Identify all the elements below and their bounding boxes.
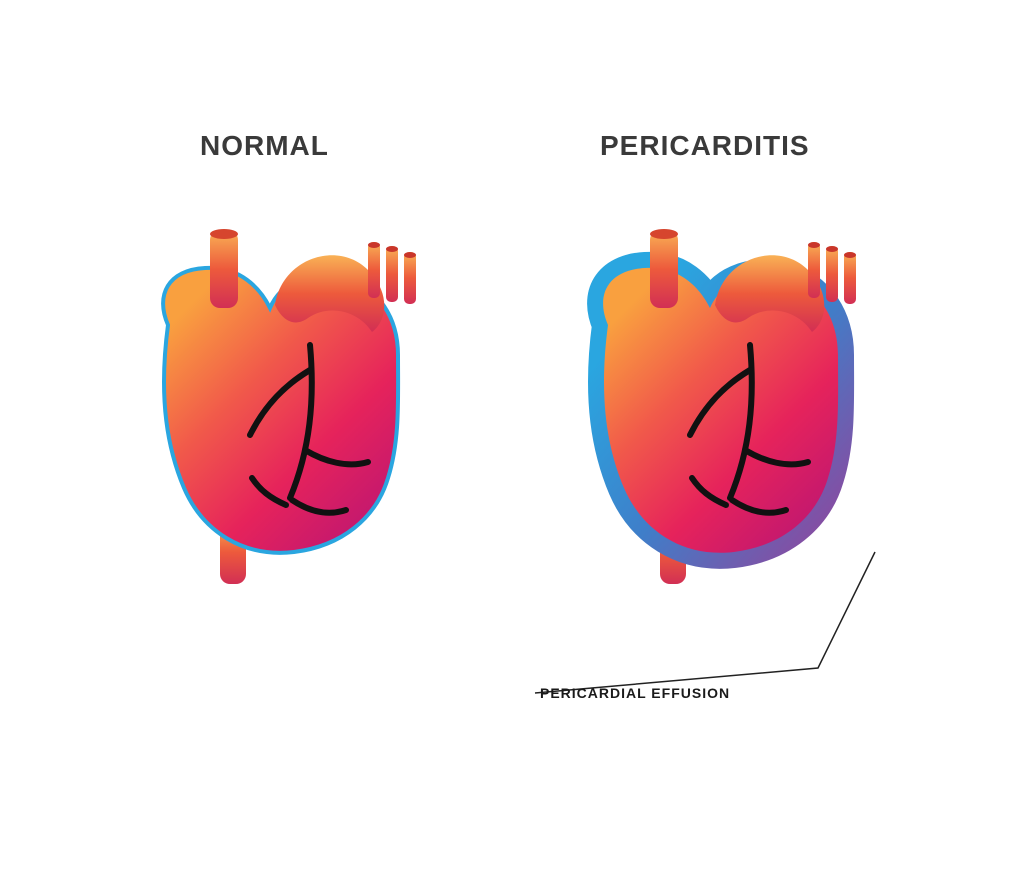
annotation-pericardial-effusion: PERICARDIAL EFFUSION <box>540 685 730 701</box>
diagram-canvas: NORMAL PERICARDITIS PERICARDIAL EFFUSION <box>0 0 1011 871</box>
title-normal: NORMAL <box>200 130 329 162</box>
heart-normal <box>110 190 450 590</box>
heart-pericarditis <box>550 190 890 590</box>
title-pericarditis: PERICARDITIS <box>600 130 810 162</box>
